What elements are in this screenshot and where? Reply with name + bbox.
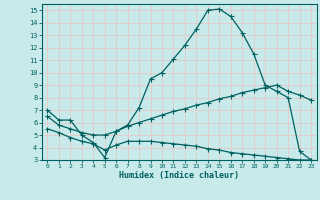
X-axis label: Humidex (Indice chaleur): Humidex (Indice chaleur): [119, 171, 239, 180]
